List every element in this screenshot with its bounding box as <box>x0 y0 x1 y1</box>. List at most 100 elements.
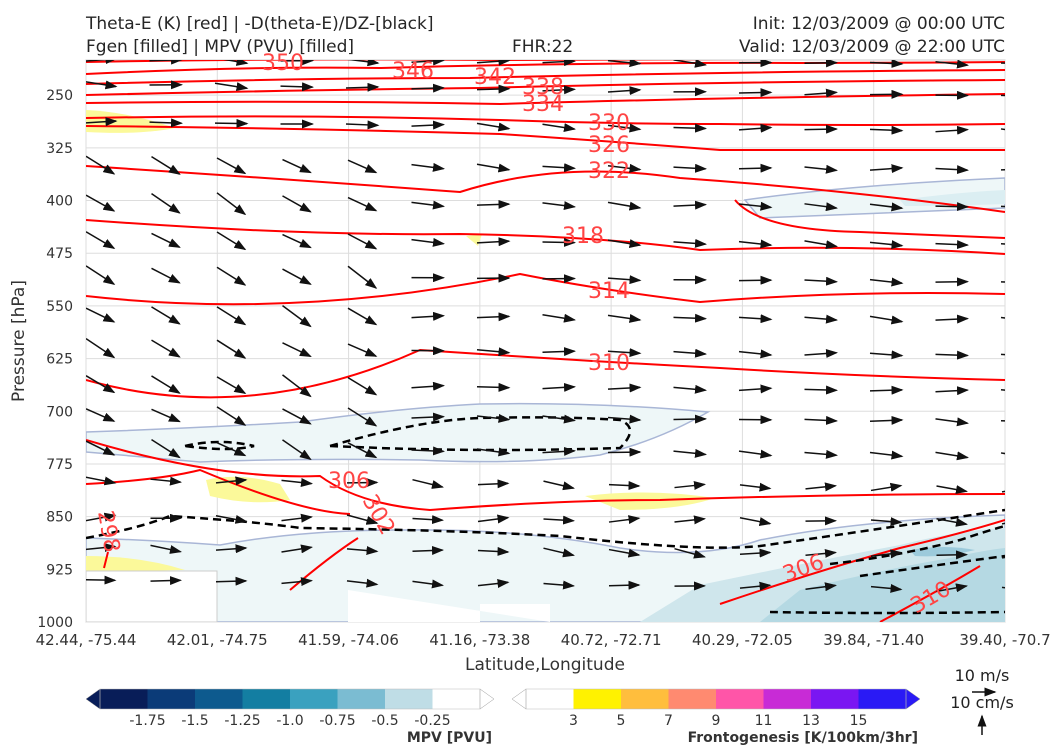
x-tick-label: 42.01, -74.75 <box>167 631 268 649</box>
wind-vector <box>347 442 378 459</box>
wind-vector <box>223 60 249 66</box>
wind-vector <box>476 199 511 209</box>
wind-vector <box>869 202 904 212</box>
wind-vector <box>804 124 838 134</box>
wind-vector <box>476 60 511 66</box>
wind-vector <box>215 476 248 486</box>
wind-vector <box>1000 205 1005 208</box>
wind-vector <box>215 544 248 554</box>
wind-vector <box>151 375 181 394</box>
wind-vectors <box>86 60 1005 593</box>
wind-vector <box>674 515 706 525</box>
theta-e-322 <box>86 165 1005 213</box>
colorbar-extend-right <box>905 688 921 710</box>
wind-vector <box>738 314 773 324</box>
wind-vector <box>151 408 181 423</box>
wind-vector <box>738 384 773 394</box>
colorbar-swatch <box>337 689 386 709</box>
y-axis: 250 325 400 475 550 625 700 775 850 925 1000 <box>37 88 73 631</box>
theta-e-306 <box>86 439 1005 512</box>
wind-vector <box>935 314 969 324</box>
wind-vector <box>151 232 181 248</box>
wind-vector <box>282 305 312 328</box>
wind-vector <box>935 60 969 69</box>
colorbar-swatch <box>242 689 291 709</box>
wind-vector <box>282 439 312 461</box>
wind-vector <box>1001 586 1005 589</box>
wind-vector <box>869 277 904 287</box>
wind-vector <box>1000 316 1005 319</box>
wind-vector <box>216 306 247 326</box>
wind-vector <box>86 476 117 486</box>
wind-vector <box>411 200 445 210</box>
wind-vector <box>738 239 773 249</box>
mpv-colorbar: -1.75 -1.5 -1.25 -1.0 -0.75 -0.5 -0.25 <box>85 688 495 729</box>
wind-vector <box>1001 490 1005 493</box>
wind-vector <box>86 307 116 323</box>
valid-time: Valid: 12/03/2009 @ 22:00 UTC <box>739 37 1005 57</box>
wind-vector <box>739 548 772 558</box>
colorbar-tick: 5 <box>617 713 626 729</box>
wind-vector <box>412 515 444 525</box>
wind-vector <box>543 480 575 491</box>
wind-vector <box>674 547 706 559</box>
wind-vector <box>804 276 838 286</box>
y-tick-label: 1000 <box>37 615 73 631</box>
wind-vector <box>935 125 969 135</box>
wind-vector <box>412 579 444 589</box>
wind-vector <box>411 412 445 422</box>
wind-vector <box>476 312 511 322</box>
x-tick-label: 40.29, -72.05 <box>692 631 793 649</box>
colorbar-swatch <box>668 689 717 709</box>
wind-vector <box>870 517 903 527</box>
wind-vector <box>608 481 641 491</box>
colorbar-swatch <box>290 689 338 709</box>
wind-vector <box>347 159 378 174</box>
wind-vector <box>149 118 183 128</box>
wind-vector <box>543 547 575 558</box>
wind-vector <box>542 60 576 67</box>
theta-e-314 <box>86 272 1005 306</box>
wind-vector <box>346 546 379 555</box>
wind-vector <box>804 314 838 324</box>
wind-vector <box>607 86 642 96</box>
wind-vector <box>1000 419 1005 422</box>
wind-vector <box>869 415 904 425</box>
wind-vector <box>150 476 182 486</box>
wind-vector <box>804 385 838 395</box>
colorbar-swatch <box>858 689 907 709</box>
wind-vector <box>673 238 707 248</box>
colorbar-swatch <box>573 689 622 709</box>
wind-vector <box>1000 62 1005 64</box>
wind-vector <box>673 313 707 323</box>
wind-vector <box>1000 353 1005 356</box>
wind-vector <box>935 451 969 461</box>
wind-vector <box>216 441 247 457</box>
theta-e-302 <box>86 468 351 515</box>
colorbar-tick: -0.25 <box>414 713 450 729</box>
wind-vector <box>935 165 969 175</box>
title-line-1: Theta-E (K) [red] | -D(theta-E)/DZ-[blac… <box>86 14 434 34</box>
label-322: 322 <box>588 159 630 184</box>
colorbar-swatch <box>811 689 859 709</box>
wind-vector <box>674 481 706 491</box>
wind-vector <box>1000 128 1005 131</box>
wind-vector <box>86 512 117 522</box>
terrain-mask <box>86 570 218 622</box>
wind-vector <box>1001 556 1005 559</box>
wind-vector <box>151 193 181 214</box>
wind-vector <box>607 60 642 68</box>
wind-reference-key: 10 m/s 10 cm/s <box>950 666 1014 735</box>
wind-vector <box>86 231 116 250</box>
wind-vector <box>476 84 511 94</box>
wind-vector <box>86 265 116 285</box>
wind-vector <box>542 85 576 95</box>
wind-vector <box>869 60 904 68</box>
wind-vector <box>804 449 838 459</box>
wind-vector <box>673 60 707 68</box>
wind-vector <box>542 446 576 456</box>
wind-vector <box>411 311 445 321</box>
dthetae-contour-mid <box>329 416 632 452</box>
colorbar-tick: 15 <box>850 713 868 729</box>
wind-vector <box>476 122 511 132</box>
